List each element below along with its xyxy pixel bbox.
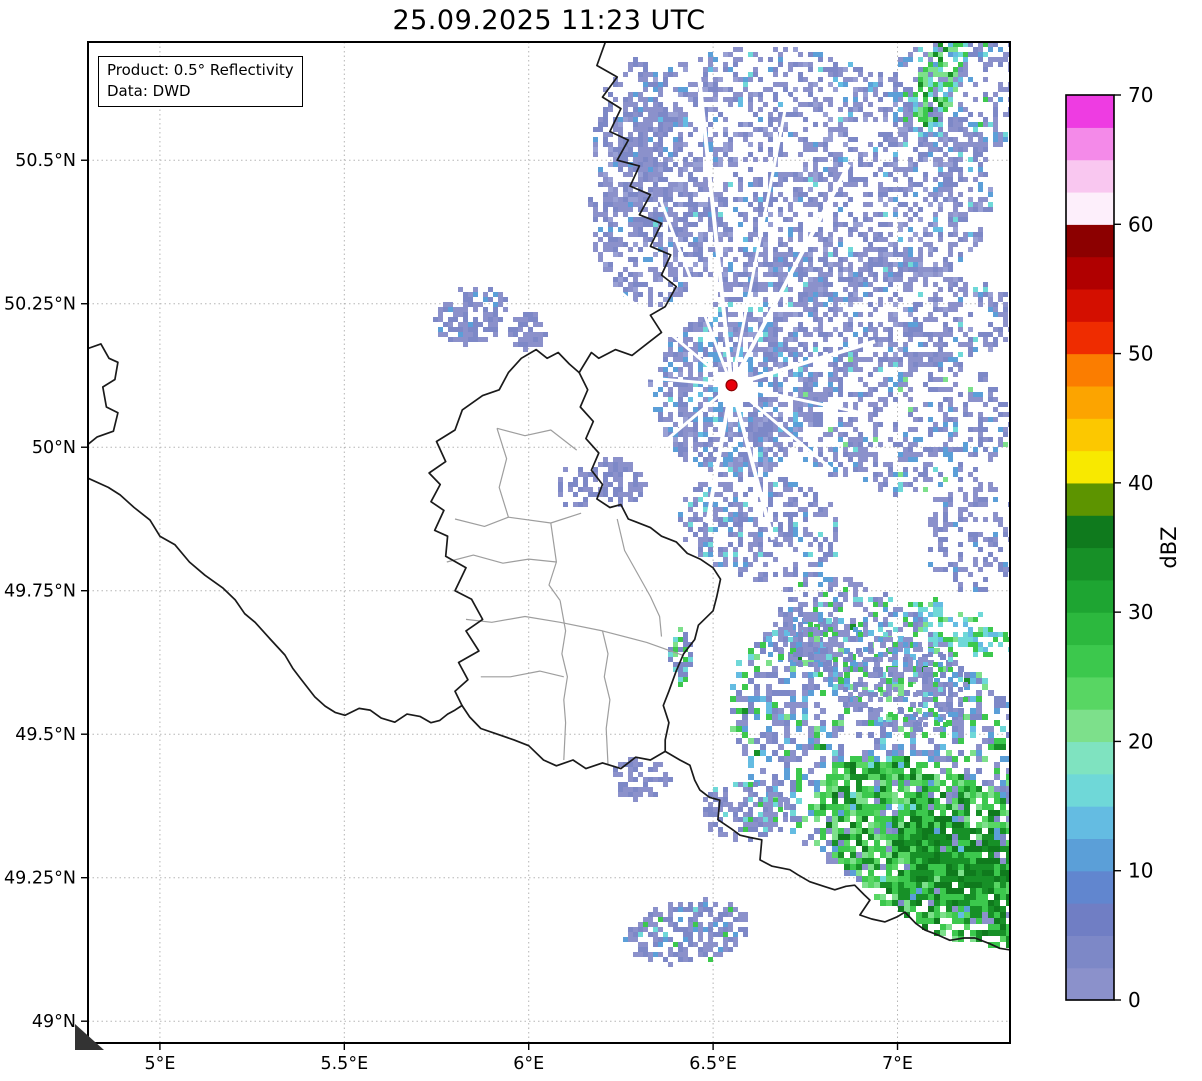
colorbar-ticks: 0 10 20 30 40 50 60 70 bbox=[1114, 83, 1153, 1012]
y-tick-label: 49°N bbox=[32, 1012, 76, 1032]
y-tick-label: 50°N bbox=[32, 438, 76, 458]
x-axis: 5°E 5.5°E 6°E 6.5°E 7°E bbox=[144, 1043, 913, 1074]
luxembourg-belgium-border bbox=[428, 348, 581, 707]
colorbar-tick-label: 70 bbox=[1128, 83, 1153, 107]
country-borders-layer bbox=[88, 42, 1010, 951]
y-tick-label: 50.25°N bbox=[4, 295, 76, 315]
x-tick-label: 7°E bbox=[882, 1054, 913, 1074]
x-tick-label: 6°E bbox=[513, 1054, 544, 1074]
product-info-line1: Product: 0.5° Reflectivity bbox=[107, 61, 294, 79]
radar-site-marker bbox=[725, 379, 738, 392]
france-belgium-border-main bbox=[88, 477, 463, 724]
colorbar-tick-label: 30 bbox=[1128, 600, 1153, 624]
product-info-box: Product: 0.5° Reflectivity Data: DWD bbox=[98, 56, 303, 107]
y-tick-label: 50.5°N bbox=[15, 151, 76, 171]
colorbar-tick-label: 60 bbox=[1128, 212, 1153, 236]
colorbar-tick-label: 40 bbox=[1128, 471, 1153, 495]
colorbar-segments bbox=[1066, 95, 1114, 1001]
admin-borders-layer bbox=[446, 427, 684, 765]
product-info-line2: Data: DWD bbox=[107, 82, 191, 100]
lux-canton-line-3 bbox=[454, 512, 582, 527]
luxembourg-germany-border bbox=[578, 371, 722, 753]
belgium-germany-border bbox=[578, 42, 678, 374]
lux-canton-line-9 bbox=[616, 518, 663, 637]
y-tick-label: 49.75°N bbox=[4, 582, 76, 602]
lux-canton-line-1 bbox=[496, 427, 578, 451]
luxembourg-france-border bbox=[461, 704, 667, 770]
x-tick-label: 5°E bbox=[144, 1054, 175, 1074]
colorbar-label: dBZ bbox=[1157, 526, 1181, 568]
colorbar-tick-label: 0 bbox=[1128, 988, 1141, 1012]
colorbar-outline bbox=[1065, 94, 1115, 1001]
lux-canton-line-7 bbox=[559, 600, 568, 761]
corner-artifact bbox=[75, 1024, 104, 1050]
colorbar-tick-label: 50 bbox=[1128, 342, 1153, 366]
radar-echo-layer bbox=[433, 42, 1010, 967]
lux-canton-line-8 bbox=[480, 670, 564, 678]
colorbar-tick-label: 10 bbox=[1128, 859, 1153, 883]
y-tick-label: 49.25°N bbox=[4, 869, 76, 889]
y-axis: 50.5°N 50.25°N 50°N 49.75°N 49.5°N 49.25°N 49°… bbox=[4, 151, 88, 1032]
france-germany-border bbox=[664, 750, 1010, 951]
lux-canton-line-6 bbox=[465, 615, 684, 657]
lux-canton-line-10 bbox=[601, 630, 611, 765]
map-frame bbox=[87, 41, 1011, 1044]
y-tick-label: 49.5°N bbox=[15, 725, 76, 745]
colorbar-tick-label: 20 bbox=[1128, 729, 1153, 753]
x-tick-label: 5.5°E bbox=[320, 1054, 368, 1074]
lux-canton-line-2 bbox=[496, 428, 509, 518]
x-tick-label: 6.5°E bbox=[689, 1054, 737, 1074]
map-canvas: 5°E 5.5°E 6°E 6.5°E 7°E 50.5°N 50.25°N 50°N 49.7… bbox=[4, 41, 1011, 1074]
lux-canton-line-5 bbox=[446, 554, 557, 564]
france-belgium-border-givet bbox=[88, 343, 119, 446]
plot-title: 25.09.2025 11:23 UTC bbox=[392, 5, 706, 36]
colorbar: 0 10 20 30 40 50 60 70 dBZ bbox=[1065, 83, 1181, 1012]
lux-canton-line-4 bbox=[548, 522, 561, 601]
radar-beam-gaps-layer bbox=[606, 76, 876, 541]
